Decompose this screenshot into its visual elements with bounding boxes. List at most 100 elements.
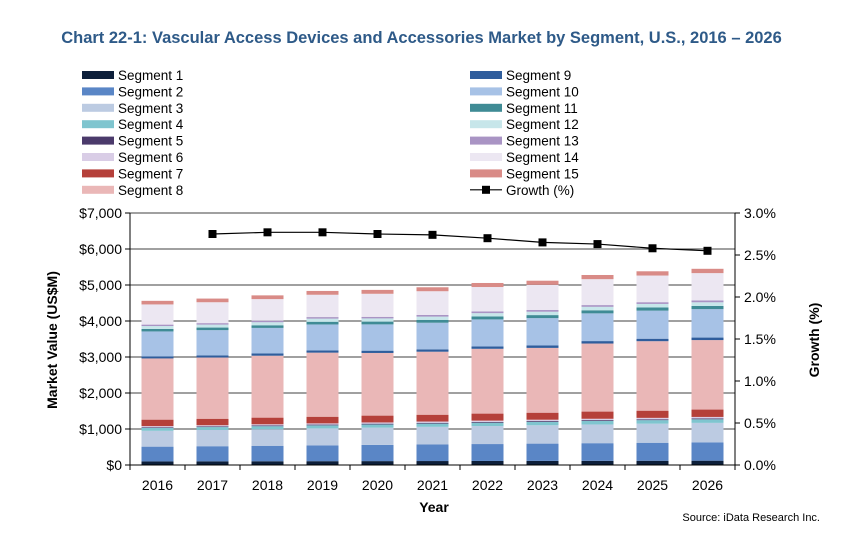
bar-segment-4-2017 (196, 427, 229, 431)
legend-swatch (82, 153, 114, 161)
legend-swatch (82, 71, 114, 79)
bar-segment-5-2019 (306, 424, 339, 426)
bar-segment-6-2018 (251, 424, 284, 426)
bar-segment-13-2023 (526, 310, 559, 312)
bar-segment-15-2017 (196, 298, 229, 303)
y-tick-label: $0 (106, 457, 122, 473)
growth-point-2019 (318, 228, 327, 237)
y2-tick-label: 0.5% (744, 415, 776, 431)
bar-segment-13-2018 (251, 320, 284, 323)
bar-stack-2025 (636, 271, 669, 465)
bar-stack-2018 (251, 295, 284, 465)
bar-stack-2026 (691, 268, 724, 465)
bar-segment-3-2016 (141, 430, 174, 447)
legend-item: Segment 4 (82, 117, 184, 132)
bar-segment-10-2021 (416, 322, 449, 350)
bar-segment-6-2024 (581, 418, 614, 421)
bar-segment-12-2019 (306, 318, 339, 322)
bar-segment-2-2018 (251, 445, 284, 462)
bar-segment-9-2024 (581, 341, 614, 344)
x-tick-label: 2025 (637, 477, 668, 493)
legend-label: Segment 2 (118, 84, 183, 99)
chart-title: Chart 22-1: Vascular Access Devices and … (61, 29, 782, 47)
legend-item: Segment 10 (470, 84, 579, 99)
growth-point-2020 (373, 230, 382, 238)
legend-label: Segment 14 (506, 150, 579, 165)
bar-segment-7-2020 (361, 415, 394, 423)
y-axis-label: Market Value (US$M) (44, 271, 60, 409)
bar-segment-12-2020 (361, 318, 394, 322)
bar-segment-11-2020 (361, 321, 394, 325)
legend-label: Segment 5 (118, 134, 183, 149)
bar-segment-9-2020 (361, 350, 394, 353)
legend-item: Segment 1 (82, 68, 183, 83)
legend-swatch (82, 120, 114, 129)
y-tick-label: $7,000 (79, 205, 122, 221)
bar-segment-3-2026 (691, 422, 724, 443)
legend-swatch (82, 87, 114, 96)
bar-segment-8-2018 (251, 355, 284, 418)
x-tick-label: 2018 (252, 477, 283, 493)
growth-point-2017 (208, 230, 217, 238)
bar-segment-3-2023 (526, 425, 559, 444)
bar-segment-15-2018 (251, 295, 284, 300)
bar-segment-11-2025 (636, 307, 669, 311)
bar-segment-2-2017 (196, 446, 229, 462)
legend-swatch (470, 169, 502, 178)
bar-segment-11-2018 (251, 325, 284, 328)
bar-segment-2-2023 (526, 443, 559, 461)
bar-segment-6-2017 (196, 425, 229, 427)
bar-segment-8-2022 (471, 348, 504, 414)
growth-point-2024 (593, 240, 602, 249)
bar-stack-2019 (306, 290, 339, 465)
bar-segment-3-2018 (251, 429, 284, 446)
bar-stack-2024 (581, 274, 614, 465)
legend-swatch (470, 136, 502, 145)
bar-segment-9-2023 (526, 345, 559, 348)
bar-segment-13-2025 (636, 302, 669, 304)
legend-swatch (82, 169, 114, 178)
bar-segment-1-2022 (471, 460, 504, 465)
legend-label: Segment 7 (118, 166, 183, 181)
x-tick-label: 2022 (472, 477, 503, 493)
bar-segment-10-2025 (636, 310, 669, 339)
bar-segment-3-2017 (196, 430, 229, 447)
bar-segment-4-2021 (416, 423, 449, 427)
bar-segment-7-2022 (471, 413, 504, 421)
bar-segment-2-2024 (581, 443, 614, 461)
bar-segment-3-2024 (581, 424, 614, 444)
bar-segment-6-2026 (691, 416, 724, 419)
growth-point-2018 (263, 228, 272, 237)
legend-swatch (470, 87, 502, 96)
legend-item: Segment 13 (470, 134, 579, 149)
bar-segment-15-2025 (636, 271, 669, 276)
bar-segment-2-2021 (416, 444, 449, 462)
bars (141, 268, 724, 465)
bar-segment-13-2017 (196, 323, 229, 325)
bar-segment-4-2023 (526, 421, 559, 426)
bar-segment-5-2024 (581, 420, 614, 422)
bar-segment-14-2020 (361, 293, 394, 317)
source-note: Source: iData Research Inc. (682, 512, 820, 524)
bar-segment-12-2022 (471, 313, 504, 317)
bar-segment-1-2017 (196, 461, 229, 465)
y-tick-label: $2,000 (79, 385, 122, 401)
bar-segment-10-2017 (196, 330, 229, 356)
bar-segment-2-2020 (361, 444, 394, 462)
bar-segment-4-2022 (471, 422, 504, 427)
bar-segment-12-2021 (416, 316, 449, 320)
legend-item: Segment 11 (470, 101, 578, 116)
x-tick-label: 2024 (582, 477, 613, 493)
legend-swatch (470, 120, 502, 129)
legend-item: Segment 6 (82, 150, 183, 165)
legend-item: Segment 2 (82, 84, 183, 99)
x-tick-label: 2021 (417, 477, 448, 493)
legend-label: Growth (%) (506, 183, 574, 198)
legend-label: Segment 1 (118, 68, 183, 83)
bar-segment-8-2024 (581, 343, 614, 412)
x-tick-label: 2017 (197, 477, 228, 493)
bar-segment-2-2019 (306, 445, 339, 462)
legend-label: Segment 4 (118, 117, 184, 132)
bar-segment-3-2020 (361, 427, 394, 445)
